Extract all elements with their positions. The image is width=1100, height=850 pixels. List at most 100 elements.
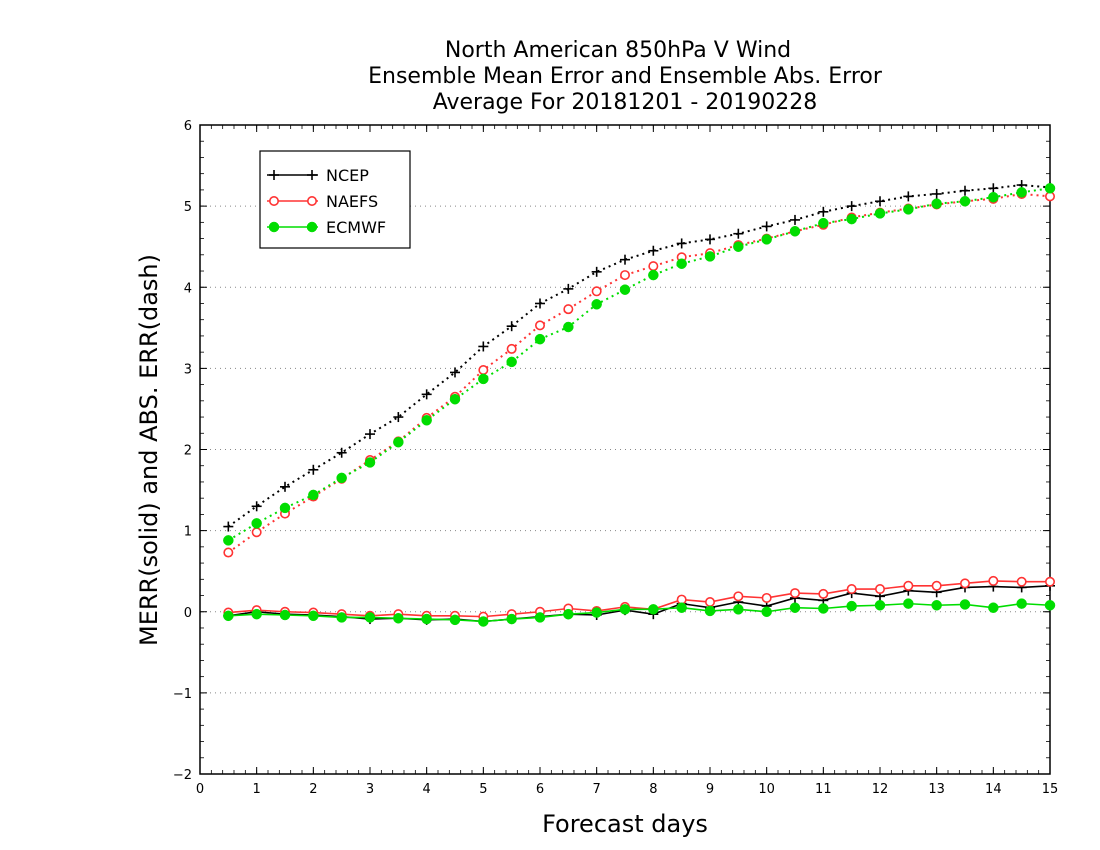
y-tick-label: 0 — [184, 606, 192, 621]
abs-err-point — [959, 196, 971, 207]
y-tick-label: 5 — [184, 200, 192, 215]
legend-label: NCEP — [326, 166, 369, 185]
mean-err-point — [251, 608, 262, 620]
abs-err-line — [227, 187, 1051, 542]
mean-err-point — [874, 584, 885, 595]
mean-err-point — [506, 613, 517, 625]
mean-err-point — [789, 602, 801, 613]
x-tick-label: 10 — [758, 782, 775, 797]
abs-err-point — [535, 298, 545, 309]
abs-err-point — [223, 535, 234, 546]
abs-err-point — [761, 234, 772, 245]
abs-err-point — [365, 429, 375, 440]
legend: NCEP NAEFS ECMWF — [259, 150, 411, 249]
y-tick-label: −2 — [173, 768, 192, 783]
abs-err-point — [364, 457, 376, 468]
abs-err-point — [478, 364, 489, 375]
abs-err-point — [818, 206, 829, 217]
axis-ticks — [199, 124, 1051, 775]
x-tick-label: 2 — [309, 782, 317, 797]
mean-err-point — [619, 604, 631, 615]
y-tick-label: 4 — [184, 281, 192, 296]
x-tick-label: 14 — [985, 782, 1002, 797]
mean-err-point — [988, 575, 999, 586]
x-tick-label: 4 — [423, 782, 431, 797]
abs-err-point — [648, 261, 659, 272]
mean-err-point — [1045, 576, 1056, 587]
x-tick-label: 1 — [253, 782, 261, 797]
legend-marker — [307, 170, 317, 180]
x-tick-label: 11 — [815, 782, 832, 797]
legend-item-ecmwf: ECMWF — [267, 218, 386, 237]
abs-err-point — [280, 481, 290, 492]
x-tick-label: 9 — [706, 782, 714, 797]
abs-err-point — [846, 213, 857, 225]
mean-err-point — [931, 600, 942, 611]
legend-marker — [306, 221, 318, 233]
x-tick-label: 13 — [928, 782, 945, 797]
abs-err-point — [563, 321, 574, 333]
mean-err-point — [959, 599, 971, 610]
abs-err-point — [874, 208, 886, 219]
mean-err-point — [279, 609, 291, 621]
abs-err-point — [534, 333, 546, 345]
abs-err-point — [336, 447, 347, 458]
abs-err-point — [705, 234, 715, 245]
abs-err-point — [393, 436, 404, 448]
abs-err-point — [251, 527, 262, 538]
abs-err-point — [931, 198, 942, 209]
abs-err-point — [591, 299, 602, 310]
abs-err-point — [620, 254, 630, 265]
abs-err-point — [1044, 183, 1056, 194]
mean-err-point — [421, 613, 432, 625]
mean-err-point — [959, 578, 970, 589]
title-line-2: Ensemble Mean Error and Ensemble Abs. Er… — [368, 64, 883, 89]
x-tick-label: 0 — [196, 782, 204, 797]
abs-err-point — [988, 191, 999, 203]
abs-err-point — [619, 270, 630, 281]
series-naefs — [223, 188, 1056, 622]
x-axis-label: Forecast days — [542, 810, 708, 838]
abs-err-point — [846, 201, 857, 212]
abs-err-point — [676, 258, 687, 269]
mean-err-point — [733, 591, 744, 602]
mean-err-point — [846, 600, 857, 612]
abs-err-point — [421, 415, 432, 426]
abs-err-point — [648, 245, 659, 256]
mean-err-point — [1044, 600, 1056, 611]
abs-err-point — [733, 228, 744, 239]
abs-err-point — [563, 283, 574, 294]
legend-item-naefs: NAEFS — [267, 192, 378, 211]
abs-err-point — [676, 238, 687, 249]
abs-err-point — [761, 221, 772, 232]
x-tick-labels: 0 1 2 3 4 5 6 7 8 9 10 11 12 13 14 15 — [196, 782, 1058, 797]
mean-err-point — [478, 616, 489, 627]
x-tick-label: 8 — [649, 782, 657, 797]
legend-marker — [268, 196, 279, 207]
mean-err-point — [874, 600, 886, 611]
mean-err-point — [648, 604, 659, 615]
abs-err-point — [960, 185, 970, 196]
abs-err-point — [903, 204, 914, 215]
y-tick-label: 3 — [184, 362, 192, 377]
mean-err-point — [449, 614, 461, 626]
abs-err-point — [223, 547, 234, 558]
abs-err-point — [336, 472, 347, 484]
legend-marker — [306, 196, 317, 207]
mean-err-point — [818, 603, 829, 614]
abs-err-point — [223, 521, 234, 532]
x-tick-label: 3 — [366, 782, 374, 797]
abs-err-point — [648, 269, 659, 281]
x-tick-label: 15 — [1042, 782, 1059, 797]
mean-err-point — [761, 606, 772, 617]
abs-err-point — [450, 367, 460, 378]
abs-err-point — [308, 464, 319, 475]
abs-err-point — [1016, 187, 1027, 198]
legend-box — [259, 150, 411, 249]
mean-err-point — [761, 592, 772, 603]
mean-err-point — [988, 602, 999, 613]
mean-err-point — [591, 607, 602, 618]
legend-item-ncep: NCEP — [267, 166, 369, 185]
mean-err-point — [704, 597, 715, 608]
